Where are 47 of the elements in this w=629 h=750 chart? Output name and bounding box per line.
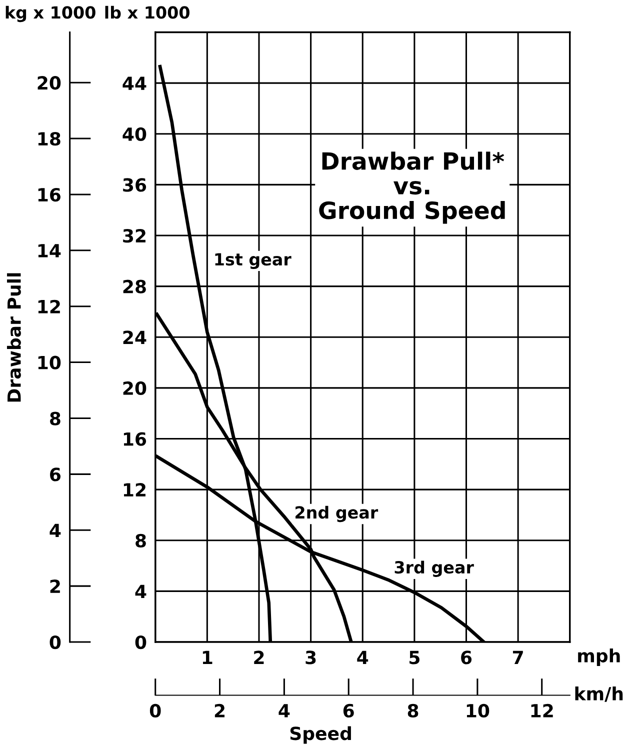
y2-tick-label: 2 — [50, 580, 60, 593]
x2-tick-label: 0 — [150, 704, 161, 718]
y-tick-label: 32 — [123, 228, 146, 243]
series-label: 1st gear — [215, 253, 292, 269]
x2-axis-title: km/h — [575, 686, 623, 702]
y2-tick-label: 4 — [50, 524, 61, 537]
y2-axis-title: kg x 1000 — [6, 6, 96, 22]
y2-tick-label: 6 — [50, 468, 61, 482]
series-label: 3rd gear — [394, 560, 474, 577]
x-tick-label: 7 — [512, 650, 523, 664]
y2-tick-label: 8 — [50, 412, 60, 426]
x-tick-label: 3 — [306, 650, 316, 664]
x-tick-label: 1 — [202, 650, 212, 664]
y-tick-label: 12 — [124, 483, 146, 496]
text: Drawbar Pull — [6, 273, 21, 402]
y-tick-label: 24 — [123, 330, 146, 344]
y2-tick-label: 12 — [38, 300, 60, 314]
x2-tick-label: 6 — [343, 704, 354, 718]
y-tick-label: 0 — [135, 635, 146, 650]
x-axis-title: mph — [578, 648, 620, 666]
x2-tick-label: 4 — [278, 704, 290, 718]
x-tick-label: 2 — [254, 650, 264, 664]
y-tick-label: 8 — [136, 534, 146, 548]
y2-tick-label: 16 — [38, 188, 61, 202]
y2-tick-label: 10 — [38, 356, 61, 370]
x2-tick-label: 12 — [531, 704, 553, 718]
y-axis-title: lb x 1000 — [105, 6, 190, 19]
x-tick-label: 4 — [357, 650, 368, 664]
x2-tick-label: 8 — [408, 704, 418, 718]
y2-tick-label: 18 — [38, 132, 60, 146]
y-tick-label: 36 — [123, 178, 146, 192]
y-tick-label: 20 — [123, 381, 146, 396]
y2-tick-label: 20 — [38, 76, 61, 90]
y-tick-label: 44 — [122, 76, 146, 90]
y-tick-label: 40 — [122, 127, 146, 141]
text: Drawbar Pull* vs. Ground Speed — [319, 152, 505, 224]
y2-tick-label: 14 — [38, 244, 61, 258]
x2-tick-label: 2 — [214, 704, 224, 718]
y-tick-label: 16 — [124, 432, 146, 446]
series-label: 2nd gear — [296, 506, 378, 522]
x2-tick-label: 10 — [466, 704, 490, 718]
y-tick-label: 4 — [135, 584, 146, 598]
x-tick-label: 5 — [410, 650, 420, 664]
x-tick-label: 6 — [461, 650, 472, 664]
text: Speed — [290, 726, 351, 744]
y2-tick-label: 0 — [50, 635, 61, 650]
y-tick-label: 28 — [123, 280, 146, 294]
